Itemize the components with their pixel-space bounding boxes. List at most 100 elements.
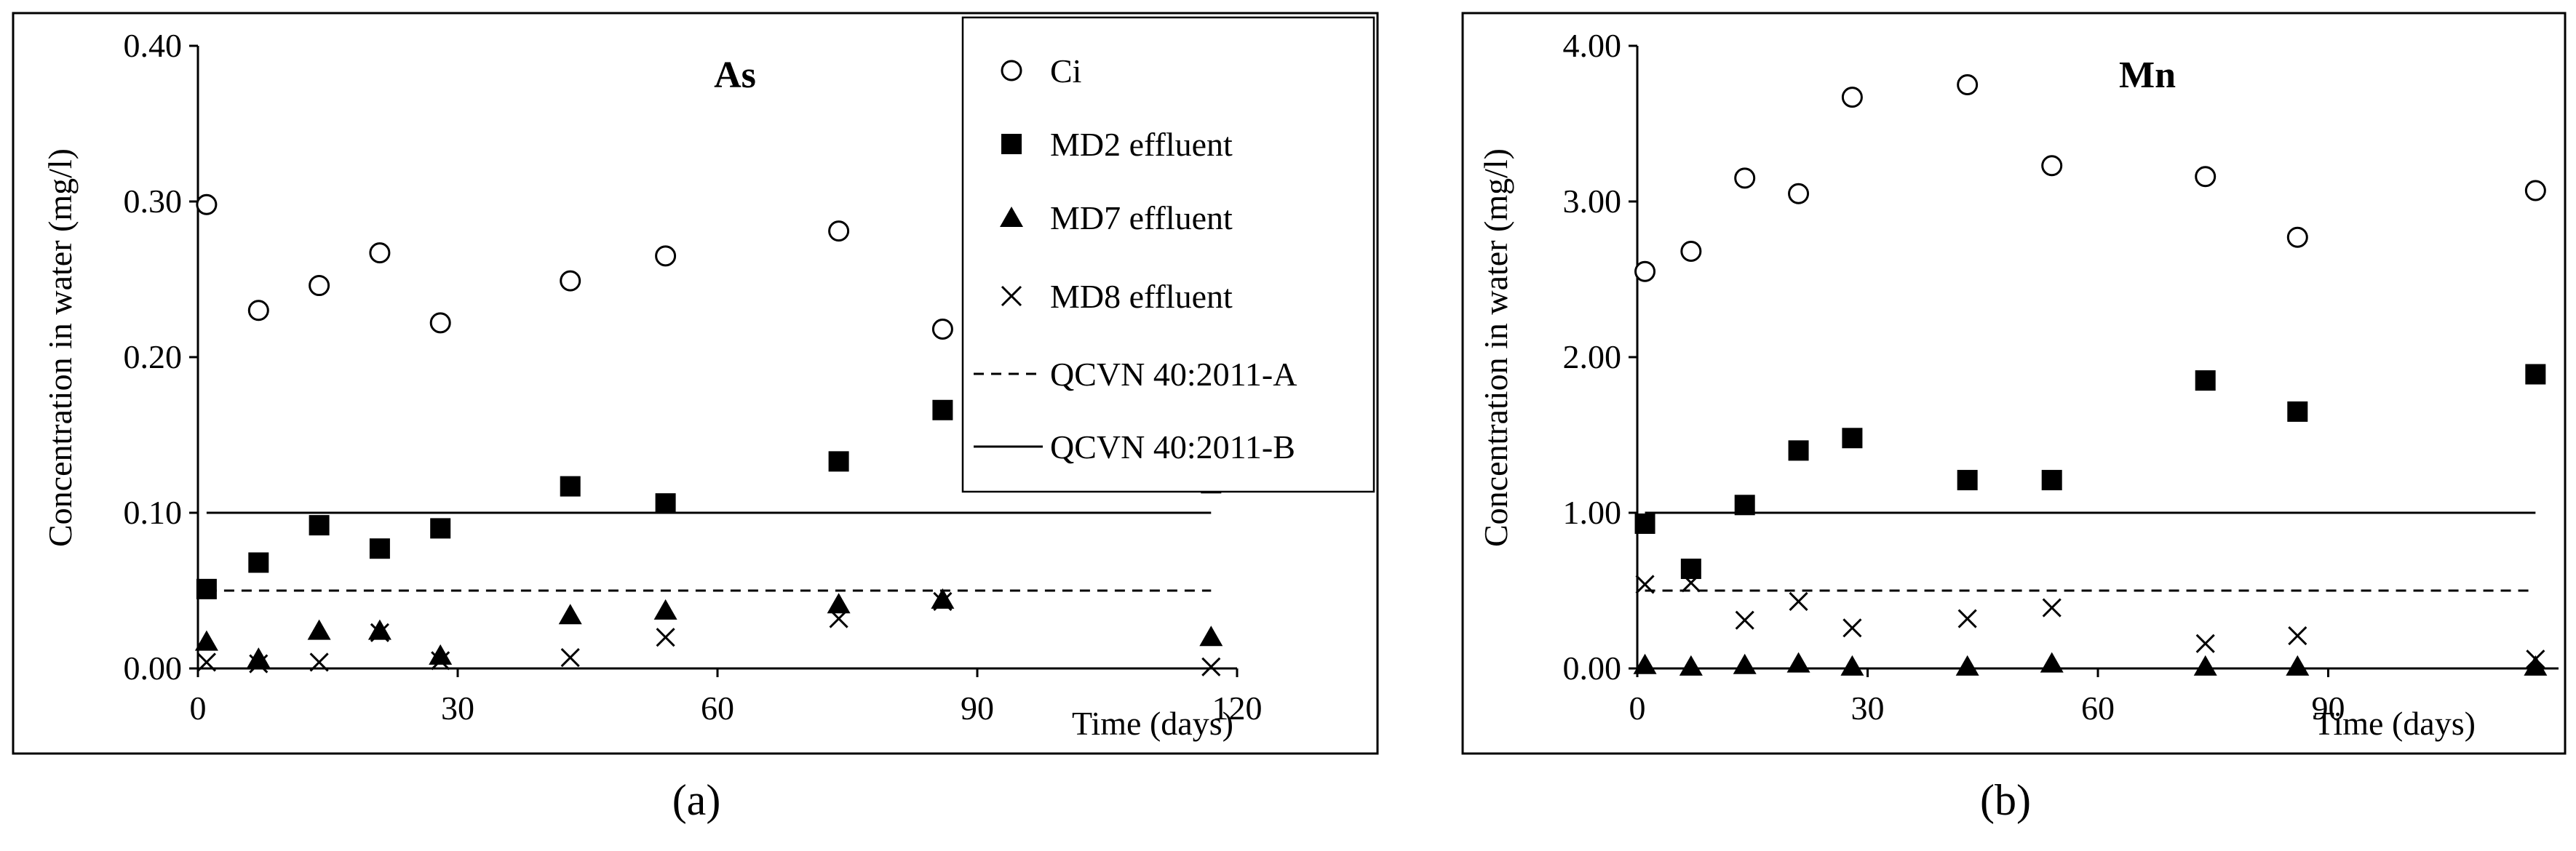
panel-a-point-md2-effluent [430, 518, 451, 539]
panel-a-point-md2-effluent [196, 578, 217, 599]
panel-a-y-tick-label: 0.20 [124, 338, 183, 375]
panel-b-point-md7-effluent [1679, 655, 1703, 676]
panel-a-point-ci [309, 275, 330, 297]
panel-b-y-tick-label: 3.00 [1563, 183, 1622, 220]
legend-entry-md8: MD8 effluent [1001, 278, 1233, 315]
panel-a-point-md7-effluent [558, 604, 582, 625]
panel-b-x-axis-label: Time (days) [2314, 705, 2476, 742]
panel-b-point-ci [2041, 155, 2063, 177]
panel-b-point-md7-effluent [1633, 653, 1657, 674]
panel-b-y-tick-label: 4.00 [1563, 27, 1622, 64]
panel-a-point-md8-effluent [1201, 657, 1221, 676]
legend-qcvn-a-label: QCVN 40:2011-A [1050, 356, 1297, 393]
panel-b-y-tick-label: 0.00 [1563, 650, 1622, 687]
panel-b-point-md8-effluent [1681, 573, 1701, 593]
panel-a-point-md8-effluent [309, 652, 329, 672]
panel-a-point-ci [196, 193, 218, 215]
legend-entry-qcvn-b: QCVN 40:2011-B [974, 428, 1295, 466]
panel-b-point-md8-effluent [2526, 650, 2545, 669]
panel-b-point-md2-effluent [1842, 428, 1863, 449]
panel-a-point-md8-effluent [370, 623, 389, 642]
panel-a-point-md2-effluent [248, 552, 269, 573]
panel-a-point-md7-effluent [653, 599, 677, 620]
panel-b-title: Mn [2119, 55, 2176, 96]
panel-a-point-md8-effluent [933, 591, 953, 612]
panel-a-point-ci [369, 242, 391, 264]
panel-a-point-md7-effluent [194, 630, 218, 651]
panel-b-point-md7-effluent [1840, 655, 1864, 676]
panel-a-point-md8-effluent [249, 654, 269, 674]
legend-md8-label: MD8 effluent [1050, 278, 1233, 315]
panel-a-point-md2-effluent [369, 538, 390, 559]
panel-b-point-md8-effluent [2195, 634, 2215, 653]
panel-a-point-md2-effluent [932, 399, 953, 420]
panel-a-x-tick-label: 0 [190, 690, 207, 727]
panel-a-x-axis-label: Time (days) [1072, 705, 1233, 742]
panel-b-point-ci [1957, 74, 1979, 95]
panel-b-x-tick-label: 30 [1851, 690, 1885, 727]
panel-b-point-md8-effluent [1957, 609, 1977, 628]
panel-a-point-ci [247, 300, 269, 321]
panel-b-point-md2-effluent [1788, 440, 1809, 461]
panel-b-point-md2-effluent [2525, 364, 2546, 385]
panel-b-point-md7-effluent [2040, 652, 2064, 673]
panel-a-plot-area: 0.00 0.10 0.20 0.30 0.40 0 30 60 90 120 [124, 27, 1263, 727]
legend-md7-label: MD7 effluent [1050, 199, 1233, 236]
panel-b-point-md8-effluent [1735, 610, 1754, 630]
legend-qcvn-b-label: QCVN 40:2011-B [1050, 428, 1295, 466]
panel-b-x-tick-label: 90 [2312, 690, 2345, 727]
panel-a-title: As [714, 55, 756, 96]
panel-a-point-md2-effluent [309, 515, 330, 536]
panel-b-point-md7-effluent [1733, 653, 1757, 674]
legend-md2-label: MD2 effluent [1050, 126, 1233, 163]
panel-b-point-ci [2524, 180, 2546, 201]
panel-a-point-md7-effluent [429, 644, 453, 665]
panel-b-point-md2-effluent [2041, 470, 2062, 491]
panel-a-point-md7-effluent [247, 647, 271, 668]
panel-a-point-md2-effluent [560, 476, 581, 497]
panel-a-y-tick-label: 0.10 [124, 494, 183, 531]
legend-md7-marker [1000, 207, 1023, 227]
panel-a-point-ci [560, 270, 581, 292]
panel-a-point-ci [429, 312, 451, 334]
panel-a-frame [12, 12, 1379, 755]
panel-b-x-tick-label: 60 [2081, 690, 2115, 727]
panel-a-point-md7-effluent [307, 619, 331, 640]
panel-a-point-md2-effluent [655, 493, 676, 514]
panel-b-frame [1461, 12, 2567, 755]
panel-b-point-md2-effluent [1734, 495, 1755, 516]
legend-entry-qcvn-a: QCVN 40:2011-A [974, 356, 1297, 393]
panel-b-plot-area: 0.00 1.00 2.00 3.00 4.00 0 30 60 90 [1563, 27, 2559, 727]
legend-entry-ci: Ci [1001, 52, 1081, 89]
panel-a-point-md7-effluent [367, 619, 391, 640]
panel-b-y-tick-label: 2.00 [1563, 338, 1622, 375]
panel-b-point-md2-effluent [2195, 370, 2216, 391]
panel-a-x-tick-label: 90 [961, 690, 994, 727]
panel-a-point-md2-effluent [828, 451, 849, 472]
panel-b-y-tick-label: 1.00 [1563, 494, 1622, 531]
panel-b-point-ci [2286, 226, 2308, 248]
panel-b-point-md7-effluent [2193, 655, 2217, 676]
legend: Ci MD2 effluent MD7 effluent MD8 effluen… [961, 16, 1375, 493]
panel-b-point-ci [2195, 166, 2217, 188]
panel-a-point-md8-effluent [196, 652, 216, 672]
panel-a-point-md8-effluent [431, 651, 450, 671]
panel-b-point-md7-effluent [1786, 652, 1810, 673]
panel-a-point-md7-effluent [827, 593, 851, 614]
panel-a-point-ci [931, 318, 953, 340]
panel-a-point-md7-effluent [931, 588, 955, 609]
panel-b-point-ci [1734, 167, 1756, 189]
legend-md8-marker [1001, 285, 1022, 307]
panel-b-point-md2-effluent [2287, 401, 2308, 422]
legend-entry-md7: MD7 effluent [1000, 199, 1233, 236]
panel-b-point-md8-effluent [1635, 575, 1655, 594]
panel-a-x-tick-label: 30 [441, 690, 474, 727]
panel-b-point-md8-effluent [1789, 591, 1808, 612]
panel-b-point-ci [1680, 240, 1702, 262]
panel-b-y-axis-label: Concentration in water (mg/l) [1477, 148, 1514, 547]
legend-entry-md2: MD2 effluent [1001, 126, 1233, 163]
panel-a-point-ci [655, 245, 677, 267]
panel-a-y-tick-label: 0.40 [124, 27, 183, 64]
panel-b-point-md8-effluent [2288, 626, 2307, 646]
